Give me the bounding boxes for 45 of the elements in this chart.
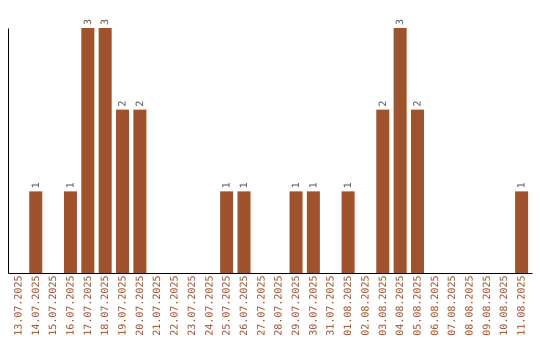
data-label: 1 [65, 182, 76, 188]
data-label: 1 [516, 182, 528, 188]
x-tick-label: 03.08.2025 [378, 276, 389, 336]
x-tick-label: 29.07.2025 [291, 276, 302, 336]
x-tick-label: 28.07.2025 [274, 276, 285, 336]
data-label: 2 [412, 100, 424, 107]
data-label: 1 [343, 182, 354, 188]
x-tick-label: 27.07.2025 [256, 276, 268, 336]
x-tick-label: 09.08.2025 [482, 276, 493, 336]
x-tick-label: 06.08.2025 [430, 276, 441, 336]
data-label: 1 [291, 182, 302, 188]
x-tick-label: 10.08.2025 [499, 276, 510, 336]
x-tick-label: 04.08.2025 [395, 276, 406, 336]
x-tick-label: 14.07.2025 [30, 276, 42, 336]
x-tick-label: 25.07.2025 [222, 276, 233, 336]
data-label: 3 [395, 18, 406, 25]
data-label: 1 [308, 182, 320, 188]
x-tick-label: 31.07.2025 [326, 276, 337, 336]
x-tick-label: 01.08.2025 [343, 276, 354, 336]
x-tick-label: 08.08.2025 [464, 276, 476, 336]
x-tick-label: 22.07.2025 [170, 276, 181, 336]
data-label: 3 [100, 18, 112, 25]
data-label: 2 [378, 100, 389, 107]
data-label: 2 [134, 100, 146, 107]
x-tick-label: 15.07.2025 [48, 276, 60, 336]
x-tick-label: 17.07.2025 [82, 276, 94, 336]
x-tick-label: 30.07.2025 [308, 276, 320, 336]
x-tick-label: 07.08.2025 [447, 276, 458, 336]
data-label: 1 [238, 182, 250, 188]
x-tick-label: 21.07.2025 [152, 276, 164, 336]
x-tick-label: 02.08.2025 [360, 276, 372, 336]
data-label: 2 [118, 100, 129, 107]
x-tick-label: 23.07.2025 [186, 276, 198, 336]
x-tick-label: 05.08.2025 [412, 276, 424, 336]
x-tick-label: 16.07.2025 [65, 276, 76, 336]
x-tick-label: 26.07.2025 [238, 276, 250, 336]
data-label: 1 [222, 182, 233, 188]
x-tick-label: 19.07.2025 [118, 276, 129, 336]
x-tick-label: 20.07.2025 [134, 276, 146, 336]
x-tick-label: 11.08.2025 [516, 276, 528, 336]
x-tick-label: 18.07.2025 [100, 276, 112, 336]
x-tick-label: 24.07.2025 [204, 276, 216, 336]
data-label: 3 [82, 18, 94, 25]
x-tick-label: 13.07.2025 [13, 276, 24, 336]
data-label: 1 [30, 182, 42, 188]
